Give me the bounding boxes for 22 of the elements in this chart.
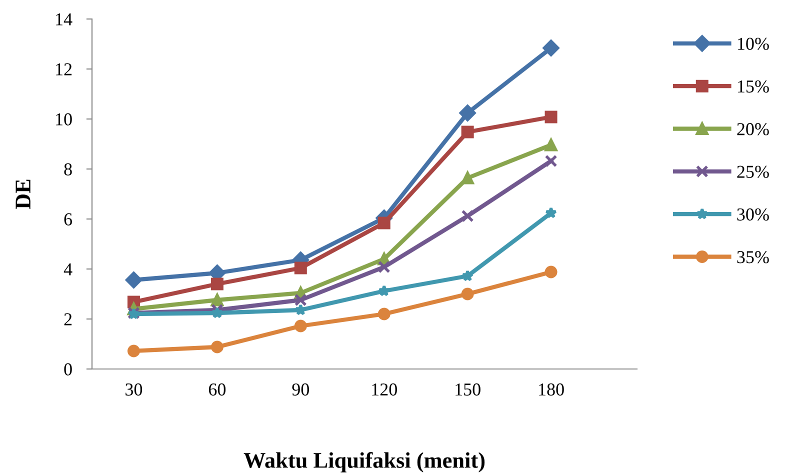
y-tick-label: 6	[64, 213, 72, 226]
x-axis-title: Waktu Liquifaksi (menit)	[244, 452, 485, 472]
y-tick-label: 14	[56, 13, 72, 26]
legend-label: 30%	[737, 208, 769, 221]
x-tick-label: 90	[292, 383, 309, 396]
legend-label: 25%	[737, 166, 769, 178]
legend-label: 10%	[738, 38, 769, 50]
x-tick-label: 180	[539, 383, 564, 396]
y-tick-label: 2	[64, 313, 72, 326]
y-tick-label: 0	[64, 363, 72, 376]
y-tick-label: 12	[56, 63, 72, 76]
x-tick-label: 30	[126, 383, 142, 396]
x-tick-label: 150	[456, 383, 480, 396]
y-tick-label: 8	[64, 163, 72, 176]
y-tick-label: 10	[56, 113, 72, 126]
legend-label: 15%	[738, 80, 769, 93]
y-tick-label: 4	[64, 263, 72, 276]
x-tick-label: 60	[208, 383, 226, 396]
legend-label: 20%	[737, 123, 769, 136]
legend-label: 35%	[737, 251, 769, 264]
x-tick-label: 120	[372, 383, 397, 396]
y-axis-title: DE	[16, 180, 30, 210]
